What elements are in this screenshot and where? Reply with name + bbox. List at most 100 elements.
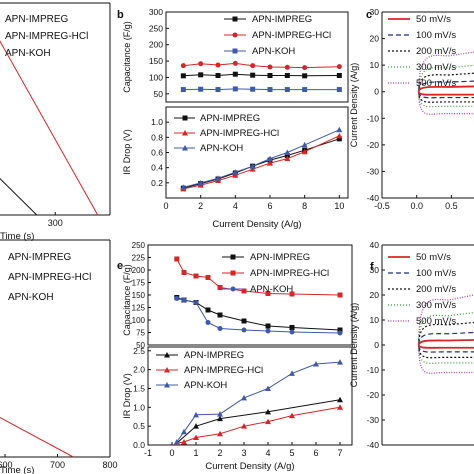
d-legend-entry: APN-IMPREG bbox=[8, 252, 72, 263]
b-upper-frame bbox=[165, 11, 349, 103]
b-upper-point bbox=[267, 72, 273, 78]
b-upper-ytick-label: 200 bbox=[149, 40, 163, 50]
e-upper-point bbox=[337, 330, 343, 336]
e-upper-point bbox=[265, 323, 271, 329]
e-upper-point bbox=[337, 327, 343, 333]
c-cv-loop-4 bbox=[418, 51, 474, 115]
b-upper-ytick-label: 50 bbox=[154, 89, 164, 99]
e-lower-xtick-label: 5 bbox=[289, 448, 294, 458]
c-legend-text: 100 mV/s bbox=[416, 30, 456, 41]
c-cv-loop-0 bbox=[417, 85, 474, 96]
e-upper-point bbox=[181, 297, 187, 303]
b-upper-legend-marker bbox=[232, 16, 238, 22]
e-lower-ytick-label: 1.5 bbox=[133, 383, 145, 393]
e-lower-ytick-label: 2.5 bbox=[133, 346, 145, 356]
b-panel-label: b bbox=[117, 9, 124, 21]
f-ytick-label: 0 bbox=[374, 340, 379, 350]
e-lower-xtick-label: 6 bbox=[313, 448, 318, 458]
a-legend-entry: APN-IMPREG-HCl bbox=[5, 31, 88, 42]
b-upper-point bbox=[267, 64, 273, 70]
b-upper-point bbox=[198, 86, 204, 92]
e-lower-point bbox=[193, 423, 199, 429]
c-ytick-label: -20 bbox=[367, 140, 380, 150]
e-upper-point bbox=[174, 296, 180, 301]
b-upper-point bbox=[302, 87, 308, 93]
e-lower-legend-marker bbox=[164, 382, 170, 388]
b-lower-xtick-label: 4 bbox=[233, 201, 238, 211]
f-ytick-label: 10 bbox=[370, 315, 380, 325]
b-upper-point bbox=[215, 62, 221, 68]
e-lower-point bbox=[265, 408, 271, 415]
b-upper-point bbox=[250, 72, 256, 78]
c-ytick-label: -10 bbox=[367, 113, 380, 123]
e-upper-ytick-label: 150 bbox=[132, 291, 146, 300]
b-upper-point bbox=[250, 86, 256, 92]
b-lower-xtick-label: 0 bbox=[163, 201, 168, 211]
e-upper-point bbox=[289, 325, 295, 330]
b-lower-legend-marker bbox=[182, 130, 188, 136]
b-lower-ytick-label: 1.0 bbox=[151, 117, 163, 127]
e-upper-point bbox=[217, 312, 223, 318]
b-upper-line-2 bbox=[183, 88, 340, 91]
b-upper-point bbox=[232, 60, 238, 66]
e-lower-ylabel: IR Drop (V) bbox=[122, 373, 132, 419]
e-upper-point bbox=[174, 256, 180, 262]
e-lower-legend-text: APN-IMPREG-HCl bbox=[184, 365, 263, 376]
b-lower-xtick-label: 10 bbox=[334, 201, 344, 211]
c-ytick-label: 30 bbox=[370, 7, 380, 17]
b-lower-point bbox=[249, 166, 256, 172]
f-legend-text: 300 mV/s bbox=[416, 300, 456, 311]
b-upper-point bbox=[284, 64, 290, 70]
b-upper-ytick-label: 150 bbox=[149, 56, 163, 66]
b-upper-point bbox=[198, 61, 204, 67]
e-lower-xlabel: Current Density (A/g) bbox=[205, 461, 294, 472]
b-lower-point bbox=[197, 179, 204, 186]
c-legend-text: 200 mV/s bbox=[416, 46, 456, 57]
e-upper-point bbox=[181, 270, 187, 275]
c-legend-text: 50 mV/s bbox=[416, 14, 451, 25]
e-lower-point bbox=[265, 385, 271, 391]
a-series-0 bbox=[0, 177, 38, 216]
e-lower-point bbox=[217, 411, 223, 417]
f-ytick-label: 30 bbox=[370, 265, 380, 275]
e-upper-ytick-label: 250 bbox=[132, 241, 146, 250]
e-lower-point bbox=[173, 438, 180, 445]
b-lower-point bbox=[336, 126, 343, 133]
f-legend-text: 200 mV/s bbox=[416, 284, 456, 295]
e-upper-point bbox=[289, 291, 295, 297]
f-ytick-label: -20 bbox=[367, 390, 380, 400]
b-lower-point bbox=[215, 175, 221, 181]
f-cv-loop-4 bbox=[418, 294, 474, 374]
f-legend-text: 500 mV/s bbox=[416, 316, 456, 327]
b-lower-xtick-label: 8 bbox=[302, 201, 307, 211]
e-lower-point bbox=[241, 423, 247, 429]
b-lower-ytick-label: 0.8 bbox=[151, 132, 163, 142]
f-ytick-label: 40 bbox=[370, 240, 380, 250]
c-panel-label: c bbox=[366, 9, 372, 21]
b-lower-point bbox=[301, 148, 308, 155]
c-xtick-label: 0.0 bbox=[410, 201, 423, 211]
b-lower-xtick-label: 2 bbox=[198, 201, 203, 211]
b-upper-point bbox=[198, 72, 204, 78]
e-lower-line-1 bbox=[176, 406, 341, 444]
b-lower-point bbox=[267, 155, 273, 162]
e-upper-ytick-label: 175 bbox=[132, 279, 146, 288]
b-upper-point bbox=[215, 87, 221, 93]
b-lower-point bbox=[284, 149, 291, 155]
e-upper-point bbox=[289, 329, 295, 335]
e-lower-point bbox=[217, 430, 223, 437]
f-legend-text: 100 mV/s bbox=[416, 268, 456, 279]
b-lower-legend-text: APN-IMPREG-HCl bbox=[200, 128, 279, 139]
b-upper-point bbox=[336, 87, 342, 93]
f-ytick-label: -30 bbox=[367, 415, 380, 425]
b-lower-point bbox=[232, 169, 239, 175]
b-upper-point bbox=[302, 65, 308, 71]
e-upper-point bbox=[337, 292, 343, 298]
e-lower-point bbox=[289, 370, 295, 376]
f-ylabel: Current Density (A/g) bbox=[349, 303, 359, 388]
f-cv-loop-1 bbox=[418, 331, 474, 353]
e-upper-ytick-label: 125 bbox=[132, 304, 146, 313]
e-upper-point bbox=[217, 326, 223, 331]
b-lower-point bbox=[267, 160, 273, 166]
e-lower-legend-marker bbox=[164, 352, 170, 358]
